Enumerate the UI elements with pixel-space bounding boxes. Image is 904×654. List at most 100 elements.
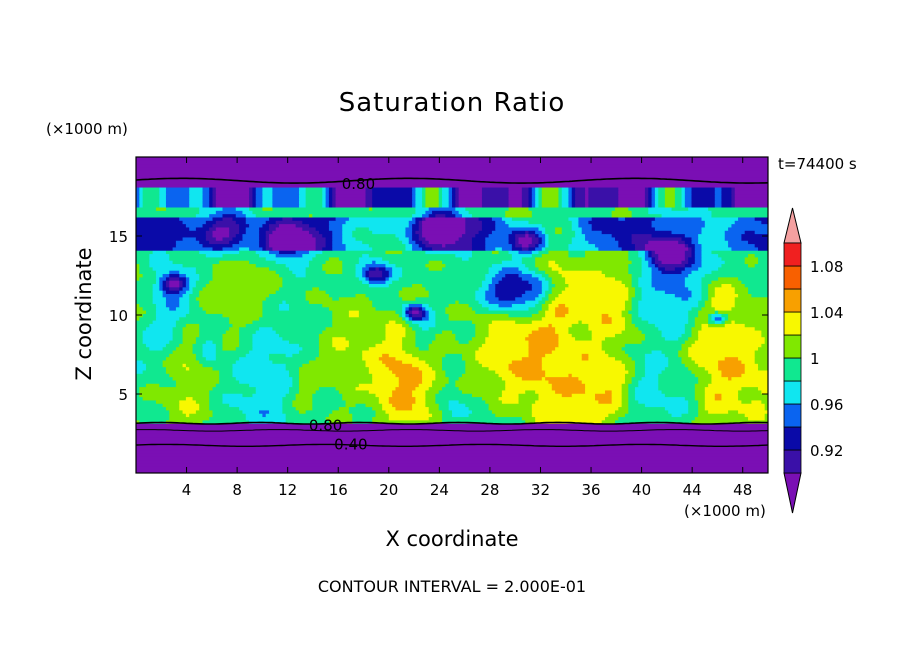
field-cell [628, 396, 636, 401]
field-cell [365, 270, 370, 275]
field-cell [651, 250, 656, 255]
field-cell [298, 409, 307, 414]
field-cell [136, 413, 170, 418]
field-cell [608, 413, 626, 418]
field-cell [136, 270, 140, 275]
field-cell [308, 359, 367, 364]
field-cell [748, 286, 768, 291]
field-cell [289, 306, 330, 311]
field-cell [432, 210, 453, 215]
field-cell [701, 253, 719, 258]
field-cell [392, 389, 413, 394]
field-cell [249, 223, 263, 228]
field-cell [209, 200, 214, 205]
field-cell [442, 419, 526, 424]
field-cell [388, 353, 413, 358]
field-cell [142, 190, 160, 195]
field-cell [658, 266, 666, 271]
field-cell [252, 393, 287, 398]
field-cell [365, 276, 370, 281]
field-cell [425, 286, 480, 291]
field-cell [495, 246, 503, 251]
field-cell [575, 203, 586, 208]
field-cell [262, 186, 273, 191]
field-cell [704, 303, 713, 308]
field-cell [182, 339, 197, 344]
field-cell [681, 193, 686, 198]
field-cell [422, 283, 483, 288]
field-cell [588, 200, 619, 205]
field-cell [209, 406, 240, 411]
field-cell [651, 260, 656, 265]
field-cell [348, 343, 377, 348]
field-cell [634, 386, 659, 391]
field-cell [139, 263, 150, 268]
field-cell [445, 213, 456, 218]
field-cell [252, 333, 280, 338]
field-cell [445, 373, 463, 378]
field-cell [365, 193, 373, 198]
field-cell [345, 220, 410, 225]
field-cell [255, 200, 263, 205]
field-cell [711, 316, 716, 321]
field-cell [352, 416, 373, 421]
field-cell [488, 333, 530, 338]
field-cell [611, 210, 633, 215]
field-cell [362, 356, 380, 361]
field-cell [578, 319, 583, 324]
field-cell [415, 329, 443, 334]
field-cell [255, 196, 263, 201]
field-cell [412, 200, 417, 205]
field-cell [272, 326, 327, 331]
colorbar-swatch [783, 265, 802, 290]
field-cell [136, 459, 768, 464]
field-cell [182, 263, 214, 268]
field-cell [136, 336, 144, 341]
field-cell [265, 296, 307, 301]
field-cell [139, 190, 144, 195]
field-cell [189, 280, 197, 284]
field-cell [471, 236, 486, 241]
field-cell [488, 233, 510, 238]
field-cell [355, 270, 363, 275]
field-cell [471, 393, 503, 398]
field-cell [442, 356, 463, 361]
field-cell [548, 286, 553, 291]
colorbar-label: 1.04 [810, 304, 843, 322]
field-cell [528, 200, 533, 205]
field-cell [372, 260, 377, 265]
field-cell [694, 386, 706, 391]
field-cell [342, 240, 363, 245]
field-cell [422, 190, 426, 195]
field-cell [282, 396, 297, 401]
field-cell [418, 220, 423, 225]
field-cell [282, 283, 370, 288]
field-cell [209, 393, 224, 398]
field-cell [525, 300, 540, 304]
field-cell [139, 389, 210, 394]
field-cell [694, 396, 706, 401]
field-cell [205, 339, 214, 344]
field-cell [475, 349, 530, 354]
field-cell [415, 296, 476, 301]
field-cell [704, 300, 713, 304]
field-cell [664, 196, 676, 201]
field-cell [628, 406, 666, 411]
field-cell [624, 379, 633, 384]
field-cell [535, 389, 556, 394]
field-cell [545, 226, 556, 231]
field-cell [651, 233, 686, 238]
field-cell [136, 173, 768, 178]
field-cell [734, 286, 749, 291]
field-cell [289, 303, 323, 308]
field-cell [305, 266, 323, 271]
field-cell [618, 243, 636, 248]
field-cell [691, 193, 716, 198]
field-cell [455, 383, 506, 388]
field-cell [205, 253, 224, 258]
field-cell [418, 310, 423, 314]
field-cell [325, 196, 330, 201]
field-cell [528, 266, 540, 271]
field-cell [511, 216, 570, 221]
field-cell [634, 246, 646, 251]
